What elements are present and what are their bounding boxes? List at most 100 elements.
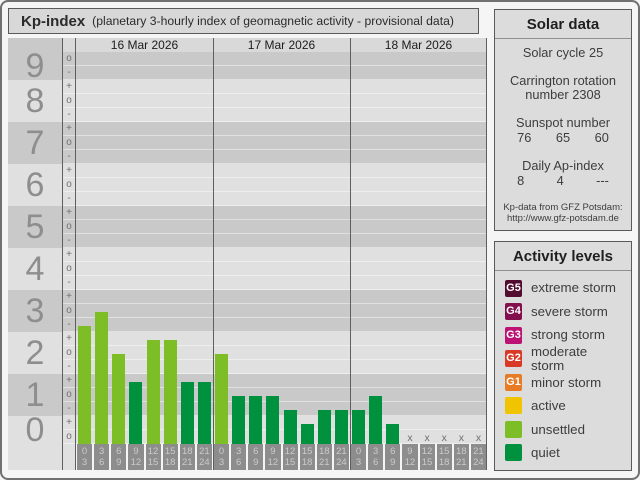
plot-grid-row xyxy=(76,164,487,178)
y-axis-tick: + xyxy=(63,332,75,346)
y-axis-tick: o xyxy=(63,262,75,276)
sunspot-values: 76 65 60 xyxy=(517,131,609,146)
legend-item: G5 extreme storm xyxy=(505,278,621,298)
hour-end: 15 xyxy=(147,457,159,468)
plot-grid-row xyxy=(76,374,487,388)
hour-end: 9 xyxy=(253,457,259,468)
date-text: 17 Mar 2026 xyxy=(247,38,316,52)
hour-box: 21 24 xyxy=(333,444,349,470)
y-axis-tick: + xyxy=(63,164,75,178)
hour-start: 0 xyxy=(355,446,362,457)
legend-label: active xyxy=(531,398,566,414)
date-label: 17 Mar 2026 xyxy=(213,38,350,52)
hour-end: 12 xyxy=(267,457,279,468)
tick-symbol: - xyxy=(67,360,71,372)
legend-item: G3 strong storm xyxy=(505,325,621,345)
hour-box: 21 24 xyxy=(470,444,486,470)
y-axis-label: 9 xyxy=(25,47,45,85)
kp-bar xyxy=(197,382,211,444)
plot-grid-row xyxy=(76,402,487,416)
plot-grid-row xyxy=(76,94,487,108)
no-data-marker: x xyxy=(470,432,487,444)
tick-symbol: - xyxy=(67,66,71,78)
y-axis-tick-fill xyxy=(63,444,75,470)
plot-grid-row xyxy=(76,108,487,122)
hour-start: 6 xyxy=(116,446,122,457)
hour-start: 18 xyxy=(319,446,330,457)
legend-swatch: G3 xyxy=(505,326,522,344)
hour-box: 15 18 xyxy=(299,444,315,470)
legend-label: quiet xyxy=(531,445,560,461)
y-axis-band: 6 xyxy=(8,164,62,206)
credit-line2: http://www.gfz-potsdam.de xyxy=(507,213,619,224)
hour-start: 15 xyxy=(164,446,176,457)
plot-grid-row xyxy=(76,66,487,80)
tick-symbol: + xyxy=(66,122,72,134)
y-axis-tick: o xyxy=(63,94,75,108)
activity-levels-header: Activity levels xyxy=(495,242,631,271)
date-text: 16 Mar 2026 xyxy=(110,38,179,52)
hour-end: 3 xyxy=(355,457,362,468)
hour-start: 9 xyxy=(133,446,139,457)
y-axis-band: 9 xyxy=(8,38,62,85)
tick-symbol: - xyxy=(67,192,71,204)
legend-swatch: G5 xyxy=(505,279,522,297)
no-data-marker: x xyxy=(401,432,418,444)
y-axis-label: 3 xyxy=(25,292,45,330)
kp-bar xyxy=(386,424,400,444)
hour-box: 12 15 xyxy=(145,444,161,470)
kp-bar xyxy=(352,410,365,444)
sunspot-label: Sunspot number xyxy=(516,114,610,130)
plot-grid-row xyxy=(76,290,487,304)
tick-symbol: o xyxy=(66,220,72,232)
tick-symbol: o xyxy=(66,52,72,64)
y-axis-tick: o xyxy=(63,178,75,192)
hour-start: 3 xyxy=(99,446,105,457)
tick-symbol: + xyxy=(66,416,72,428)
plot-grid-row xyxy=(76,136,487,150)
y-axis-band: 0 xyxy=(8,413,62,470)
kp-bar xyxy=(95,312,109,444)
chart-title-bar: Kp-index (planetary 3-hourly index of ge… xyxy=(8,8,479,34)
hour-start: 3 xyxy=(373,446,379,457)
tick-symbol: o xyxy=(66,346,72,358)
y-axis-tick: - xyxy=(63,150,75,164)
date-header-row: 16 Mar 2026 17 Mar 2026 18 Mar 2026 xyxy=(76,38,487,52)
credit-line1: Kp-data from GFZ Potsdam: xyxy=(503,202,623,213)
tick-symbol: - xyxy=(67,234,71,246)
hour-end: 21 xyxy=(456,457,467,468)
g-scale-badge: G3 xyxy=(506,328,521,341)
hour-start: 15 xyxy=(301,446,313,457)
y-axis-tick: - xyxy=(63,402,75,416)
g-scale-badge: G2 xyxy=(506,352,521,365)
y-axis-tick: - xyxy=(63,360,75,374)
plot-grid-row xyxy=(76,150,487,164)
tick-symbol: + xyxy=(66,164,72,176)
hour-end: 21 xyxy=(319,457,330,468)
plot-grid-row xyxy=(76,332,487,346)
hour-box: 21 24 xyxy=(196,444,212,470)
y-axis-tick: - xyxy=(63,318,75,332)
hour-start: 0 xyxy=(81,446,88,457)
plot-grid-row xyxy=(76,276,487,290)
plot-grid-row xyxy=(76,206,487,220)
hour-start: 18 xyxy=(456,446,467,457)
hour-start: 9 xyxy=(270,446,276,457)
no-data-marker: x xyxy=(419,432,436,444)
kp-bar xyxy=(163,340,177,444)
hour-start: 12 xyxy=(284,446,296,457)
hour-end: 24 xyxy=(336,457,347,468)
legend-item: G2 moderate storm xyxy=(505,345,621,372)
y-axis-band: 5 xyxy=(8,206,62,248)
hour-start: 21 xyxy=(336,446,347,457)
plot-grid-row xyxy=(76,192,487,206)
y-axis-label: 4 xyxy=(25,250,45,288)
y-axis-band: 2 xyxy=(8,332,62,374)
